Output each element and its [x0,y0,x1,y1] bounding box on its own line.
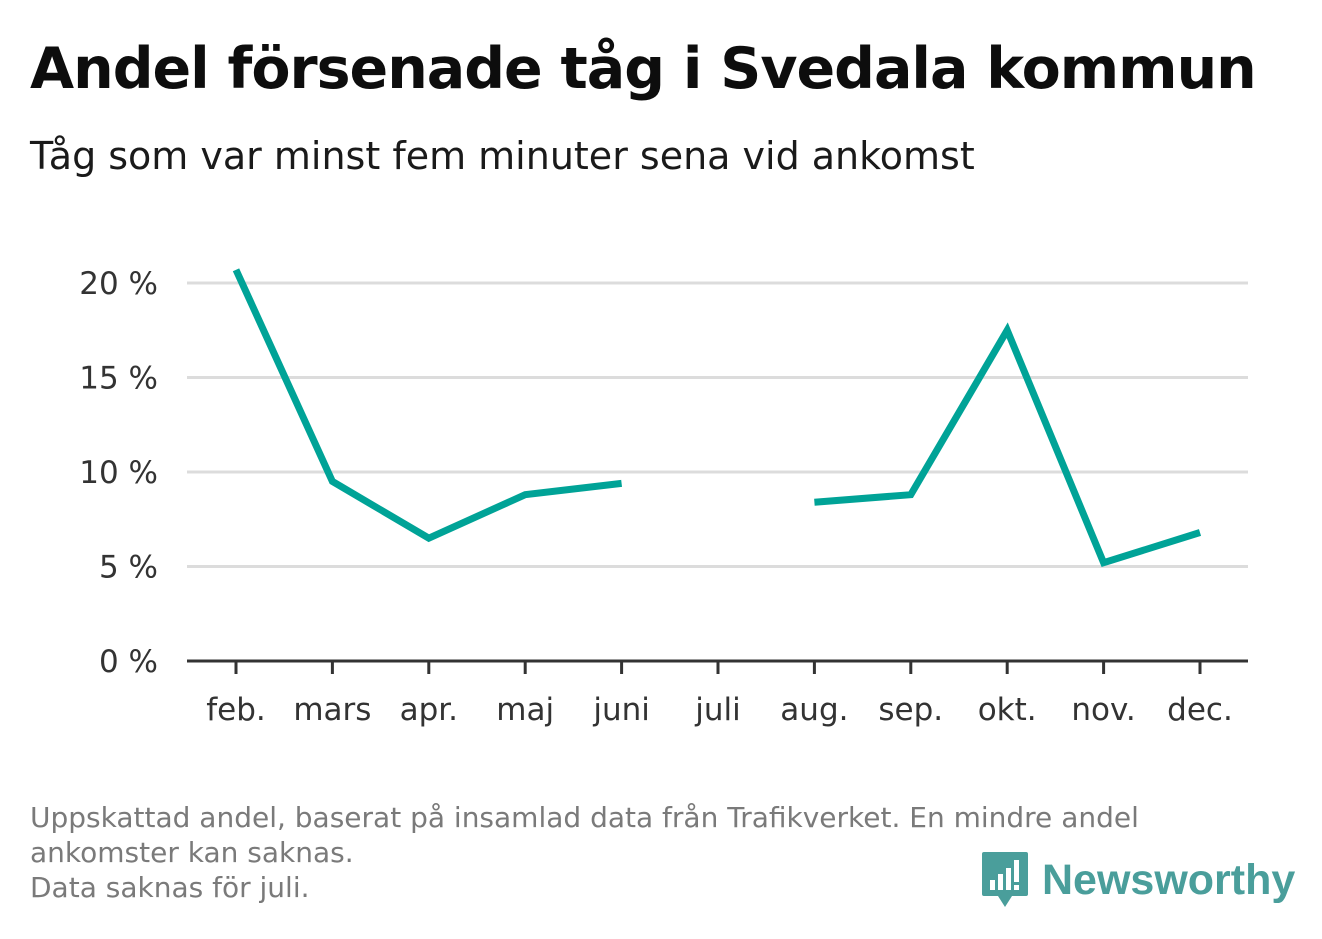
x-tick-label: aug. [780,692,848,728]
chart-title: Andel försenade tåg i Svedala kommun [30,36,1257,102]
x-tick-label: juni [592,692,650,728]
x-tick-label: nov. [1071,692,1135,728]
x-tick-label: mars [293,692,371,728]
y-tick-label: 0 % [99,644,158,680]
x-tick-label: maj [496,692,554,728]
gridlines [187,281,1248,568]
series-line-segment [232,268,623,543]
y-tick-label: 10 % [79,455,158,491]
line-chart: 0 % 5 % 10 % 15 % 20 % feb. mars apr. maj juni ju… [79,266,1248,728]
series-lines [232,268,1202,568]
x-tick-label: dec. [1167,692,1233,728]
footnote-line-2: ankomster kan saknas. [30,836,354,869]
x-tick-label: juli [694,692,741,728]
y-axis-ticks: 0 % 5 % 10 % 15 % 20 % [79,266,158,680]
bar-chart-speech-bubble-icon [982,852,1028,907]
x-tick-label: feb. [206,692,266,728]
brand-logo[interactable]: Newsworthy [980,850,1295,910]
x-axis-ticks: feb. mars apr. maj juni juli aug. sep. okt. nov. d… [206,661,1233,728]
y-tick-label: 5 % [99,550,158,586]
footnote-line-1: Uppskattad andel, baserat på insamlad da… [30,801,1139,834]
chart-subtitle: Tåg som var minst fem minuter sena vid a… [30,134,975,178]
brand-name: Newsworthy [1042,855,1296,904]
x-tick-label: sep. [878,692,943,728]
x-tick-label: apr. [400,692,458,728]
y-tick-label: 15 % [79,361,158,397]
footnote-line-3: Data saknas för juli. [30,871,310,904]
x-tick-label: okt. [978,692,1037,728]
series-line-segment [814,322,1202,568]
y-tick-label: 20 % [79,266,158,302]
footnote: Uppskattad andel, baserat på insamlad da… [30,800,1280,905]
